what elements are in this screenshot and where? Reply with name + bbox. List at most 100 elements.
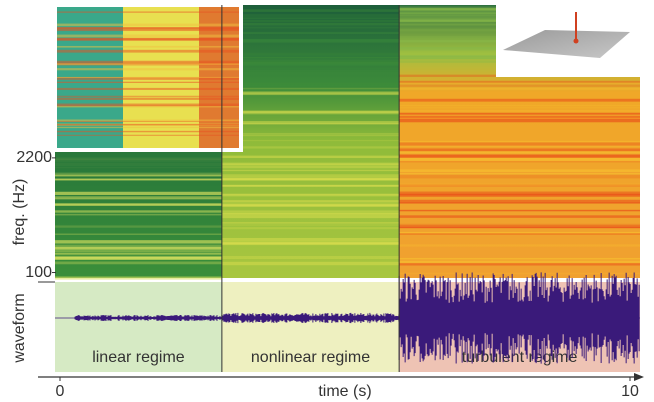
spectrum-band [399, 225, 640, 229]
spectrum-band [399, 145, 640, 147]
spectrum-band [221, 215, 400, 219]
spectrum-band [221, 256, 400, 260]
spectrum-band [399, 82, 640, 85]
spectrum-band [55, 225, 222, 228]
spectrum-band [55, 233, 222, 235]
spectrum-band [221, 80, 400, 82]
regime-region [221, 282, 400, 372]
inset-band [57, 27, 239, 29]
spectrum-band [55, 158, 222, 161]
spectrum-band [221, 174, 400, 178]
spectrum-band [221, 185, 400, 187]
spectrum-band [399, 257, 640, 260]
inset-band [57, 97, 239, 100]
spectrum-band [55, 252, 222, 255]
spectrum-band [55, 213, 222, 216]
plate [503, 30, 630, 58]
spectrum-band [221, 155, 400, 159]
spectrum-band [221, 241, 400, 245]
spectrum-band [399, 158, 640, 162]
spectrum-band [221, 193, 400, 197]
spectrum-band [221, 222, 400, 226]
spectrum-band [221, 61, 400, 64]
y-tick-label: 100 [25, 264, 52, 281]
spectrum-band [55, 255, 222, 259]
inset-band [57, 29, 239, 32]
spectrum-band [399, 175, 640, 179]
spectrum-band [221, 61, 400, 64]
spectrum-band [55, 276, 222, 280]
spectrum-band [221, 178, 400, 181]
spectrum-band [221, 194, 400, 196]
spectrum-band [55, 255, 222, 259]
spectrum-band [399, 161, 640, 163]
waveform-panel: linear regime nonlinear regime turbulent r… [55, 272, 640, 372]
regime-region [55, 282, 222, 372]
spectrum-band [221, 139, 400, 142]
spectrum-band [399, 142, 640, 146]
inset-band [57, 103, 239, 106]
spectrum-band [221, 178, 400, 180]
spectrum-band [399, 84, 640, 87]
spectrum-band [221, 169, 400, 172]
spectrum-band [221, 20, 400, 22]
spectrum-band [399, 115, 640, 119]
spectrum-band [55, 253, 222, 256]
spectrum-band [399, 199, 640, 204]
spectrum-band [55, 174, 222, 177]
spectrum-band [221, 39, 400, 43]
inset-band [57, 34, 239, 38]
inset-band [57, 81, 239, 84]
spectrum-band [221, 242, 400, 246]
spectrum-band [399, 110, 640, 112]
spectrum-band [221, 32, 400, 34]
spectrum-band [55, 159, 222, 163]
spectrum-band [55, 247, 222, 250]
inset-band [57, 60, 239, 64]
spectrum-band [221, 261, 400, 266]
inset-band [57, 105, 239, 107]
inset-band [57, 23, 239, 27]
spectrum-band [221, 19, 400, 23]
spectrum-band [221, 222, 400, 224]
spectrum-band [399, 193, 640, 197]
spectrum-band [221, 87, 400, 90]
x-tick-label: 0 [56, 383, 65, 400]
spectrum-band [55, 157, 222, 160]
spectrum-band [399, 152, 640, 154]
spectrum-band [55, 244, 222, 247]
spectrum-band [399, 151, 640, 153]
spectrum-band [221, 242, 400, 245]
spectrum-band [399, 169, 640, 172]
regime-label: nonlinear regime [251, 349, 370, 366]
spectrum-band [55, 198, 222, 200]
spectrum-band [221, 61, 400, 64]
spectrum-band [399, 105, 640, 107]
inset-plate [496, 3, 642, 77]
spectrum-band [221, 212, 400, 216]
spectrum-band [55, 248, 222, 253]
inset-band [57, 130, 239, 133]
spectrum-band [221, 205, 400, 207]
spectrum-band [221, 86, 400, 89]
x-axis-label: time (s) [318, 383, 371, 400]
inset-band [57, 105, 239, 108]
spectrum-band [55, 246, 222, 250]
spectrum-band [399, 157, 640, 161]
spectrum-band [221, 165, 400, 169]
spectrum-band [221, 59, 400, 61]
spectrum-band [221, 210, 400, 214]
inset-band [57, 95, 239, 97]
y-tick-label: 2200 [16, 149, 52, 166]
spectrum-band [399, 232, 640, 235]
inset-band [57, 76, 239, 79]
spectrum-band [55, 172, 222, 176]
spectrum-band [221, 134, 400, 137]
inset-band [57, 134, 239, 136]
spectrum-band [55, 244, 222, 248]
spectrum-band [399, 244, 640, 247]
spectrum-band [399, 202, 640, 204]
inset-band [57, 49, 239, 53]
inset-band [57, 68, 239, 71]
